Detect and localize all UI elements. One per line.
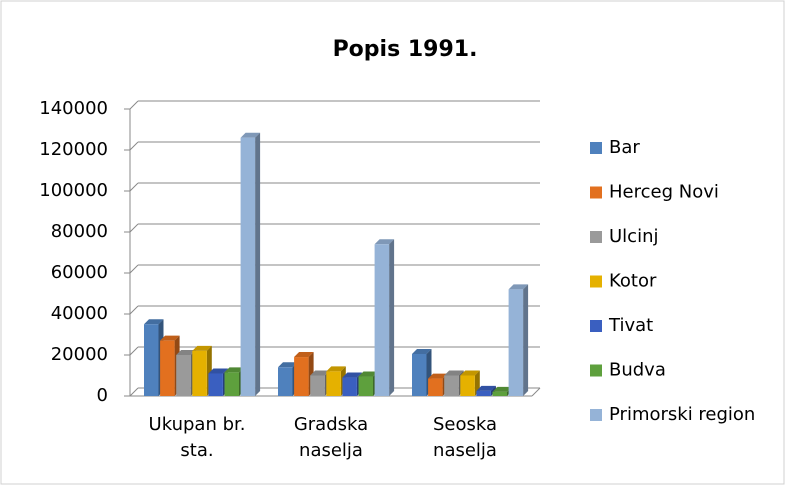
bar-top bbox=[224, 367, 244, 373]
legend-swatch bbox=[590, 275, 602, 288]
bar bbox=[412, 353, 427, 396]
y-tick-label: 140000 bbox=[39, 98, 108, 119]
legend-label: Bar bbox=[609, 137, 640, 158]
bar-side bbox=[523, 284, 529, 396]
grid-line-side bbox=[129, 141, 139, 151]
bar bbox=[476, 390, 491, 396]
bar-top bbox=[444, 370, 464, 376]
bar-top bbox=[508, 284, 529, 290]
y-tick-label: 0 bbox=[97, 385, 108, 406]
bar bbox=[192, 350, 207, 396]
y-tick-label: 80000 bbox=[51, 221, 108, 242]
bar-top bbox=[160, 335, 180, 341]
legend-label: Herceg Novi bbox=[609, 182, 719, 203]
y-tick-label: 20000 bbox=[51, 344, 108, 365]
bar-top bbox=[144, 319, 164, 325]
bar bbox=[240, 137, 256, 396]
y-tick-label: 40000 bbox=[51, 303, 108, 324]
bar-top bbox=[492, 386, 512, 392]
grid-line-side bbox=[129, 264, 139, 274]
bar-top bbox=[294, 352, 314, 358]
bar-side bbox=[255, 132, 261, 396]
grid-line-side bbox=[129, 223, 139, 233]
grid-line-side bbox=[129, 387, 139, 397]
legend-label: Budva bbox=[609, 360, 666, 381]
grid-line-side bbox=[129, 346, 139, 356]
legend-swatch bbox=[590, 320, 602, 332]
bar-top bbox=[192, 345, 212, 351]
bar bbox=[460, 375, 475, 396]
x-tick-label: Seoska naselja bbox=[432, 414, 498, 461]
bar-top bbox=[428, 373, 448, 379]
grid-line-side bbox=[129, 305, 139, 315]
bar-top bbox=[412, 348, 432, 354]
y-tick-label: 100000 bbox=[39, 180, 108, 201]
bar bbox=[444, 375, 459, 396]
bar-top bbox=[342, 372, 362, 378]
bar bbox=[144, 324, 159, 396]
bar-top bbox=[358, 371, 378, 377]
bar bbox=[358, 376, 373, 396]
legend-label: Kotor bbox=[609, 271, 657, 292]
legend-swatch bbox=[590, 231, 602, 243]
y-tick-label: 60000 bbox=[51, 262, 108, 283]
legend-label: Tivat bbox=[608, 315, 653, 336]
bar bbox=[374, 244, 390, 396]
bar-top bbox=[176, 350, 196, 355]
bar bbox=[508, 289, 524, 396]
bar bbox=[294, 357, 309, 396]
grid-line-side bbox=[129, 100, 139, 110]
bar bbox=[342, 377, 357, 396]
bar-top bbox=[278, 362, 298, 368]
bar bbox=[326, 371, 341, 396]
legend-label: Ulcinj bbox=[609, 226, 658, 247]
bar bbox=[492, 391, 507, 396]
y-tick-label: 120000 bbox=[39, 139, 108, 160]
x-axis-side bbox=[531, 387, 541, 397]
bar bbox=[160, 340, 175, 396]
bar bbox=[310, 375, 325, 396]
chart-title: Popis 1991. bbox=[333, 37, 478, 62]
bar bbox=[208, 373, 223, 396]
bar-top bbox=[326, 366, 346, 372]
legend-label: Primorski region bbox=[609, 404, 755, 425]
legend-swatch bbox=[590, 186, 602, 199]
legend-swatch bbox=[590, 364, 602, 377]
bar-top bbox=[374, 239, 395, 245]
bar-side bbox=[490, 385, 496, 396]
bar bbox=[224, 372, 239, 396]
bar-top bbox=[310, 370, 330, 376]
bar-top bbox=[476, 385, 496, 391]
legend-swatch bbox=[590, 409, 602, 421]
bar bbox=[278, 367, 293, 396]
x-tick-label: Ukupan br. sta. bbox=[148, 414, 246, 461]
bar bbox=[428, 378, 443, 396]
grid-line-side bbox=[129, 182, 139, 192]
bar-top bbox=[240, 132, 261, 138]
bar-side bbox=[389, 239, 395, 396]
bar-top bbox=[460, 370, 480, 376]
x-tick-label: Gradska naselja bbox=[293, 414, 369, 461]
bar-top bbox=[208, 368, 228, 374]
legend-swatch bbox=[590, 142, 602, 154]
bar bbox=[176, 355, 191, 396]
